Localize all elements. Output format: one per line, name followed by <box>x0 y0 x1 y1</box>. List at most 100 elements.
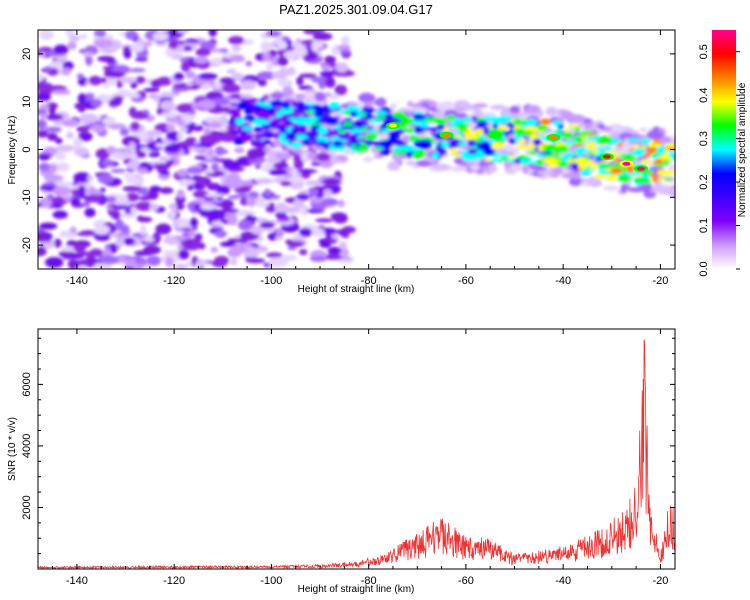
spectrogram-x-tick-label: -120 <box>163 275 185 287</box>
heatmap-cell <box>291 101 301 106</box>
heatmap-cell <box>597 163 612 169</box>
heatmap-cell <box>341 35 350 46</box>
heatmap-cell <box>266 252 283 258</box>
heatmap-cell <box>240 180 254 187</box>
heatmap-cell <box>361 109 372 113</box>
heatmap-cell <box>101 159 114 167</box>
heatmap-cell <box>627 137 640 142</box>
heatmap-cell <box>172 220 179 228</box>
heatmap-cell <box>655 181 662 189</box>
heatmap-cell <box>311 40 320 52</box>
heatmap-cell <box>245 258 266 264</box>
heatmap-cell <box>219 199 234 210</box>
heatmap-cell <box>66 131 74 139</box>
heatmap-cell <box>255 101 267 106</box>
heatmap-hotspot <box>388 123 397 128</box>
heatmap-cell <box>610 167 623 174</box>
heatmap-cell <box>146 255 162 266</box>
heatmap-cell <box>242 126 253 131</box>
heatmap-cell <box>617 142 623 147</box>
heatmap-cell <box>665 177 671 182</box>
heatmap-cell <box>193 56 209 64</box>
heatmap-cell <box>38 202 43 208</box>
heatmap-cell <box>128 141 136 152</box>
spectrogram-x-tick-label: -40 <box>555 275 571 287</box>
heatmap-cell <box>120 224 130 235</box>
heatmap-cell <box>268 168 288 176</box>
heatmap-cell <box>183 45 193 52</box>
heatmap-cell <box>571 140 578 144</box>
heatmap-cell <box>93 224 110 235</box>
heatmap-cell <box>137 216 153 223</box>
heatmap-cell <box>406 151 413 158</box>
heatmap-cell <box>605 145 613 151</box>
heatmap-cell <box>554 120 560 126</box>
heatmap-cell <box>239 239 248 244</box>
heatmap-cell <box>597 123 606 129</box>
heatmap-cell <box>84 207 96 218</box>
heatmap-cell <box>590 164 599 170</box>
colorbar-tick-label: 0.5 <box>698 44 710 59</box>
heatmap-cell <box>431 152 440 159</box>
heatmap-cell <box>55 181 73 187</box>
heatmap-cell <box>270 92 285 100</box>
heatmap-cell <box>284 134 293 141</box>
heatmap-cell <box>487 138 496 144</box>
heatmap-cell <box>534 124 548 131</box>
colorbar-tick-label: 0.2 <box>698 174 710 189</box>
heatmap-cell <box>174 263 187 269</box>
heatmap-cell <box>52 210 68 219</box>
heatmap-cell <box>533 138 542 147</box>
heatmap-cell <box>647 142 661 148</box>
heatmap-cell <box>186 166 204 174</box>
heatmap-cell <box>407 101 414 107</box>
heatmap-cell <box>252 118 266 126</box>
heatmap-cell <box>69 226 77 234</box>
heatmap-cell <box>264 188 271 198</box>
heatmap-cell <box>403 127 416 133</box>
heatmap-cell <box>143 245 162 255</box>
heatmap-cell <box>49 61 64 67</box>
heatmap-cell <box>232 243 246 255</box>
heatmap-cell <box>90 98 103 108</box>
heatmap-cell <box>306 116 319 123</box>
heatmap-cell <box>219 77 236 85</box>
spectrogram-y-tick-label: -20 <box>21 237 33 253</box>
heatmap-cell <box>257 79 267 87</box>
heatmap-cell <box>617 175 632 183</box>
heatmap-cell <box>290 123 300 127</box>
heatmap-hotspot <box>491 133 500 138</box>
heatmap-hotspot <box>622 161 631 166</box>
heatmap-cell <box>472 103 489 108</box>
heatmap-cell <box>659 186 672 195</box>
heatmap-cell <box>314 110 324 118</box>
heatmap-cell <box>38 73 44 82</box>
heatmap-cell <box>38 92 51 102</box>
heatmap-cell <box>400 149 407 155</box>
heatmap-cell <box>289 141 302 149</box>
heatmap-cell <box>196 179 208 185</box>
heatmap-cell <box>553 131 562 135</box>
heatmap-cell <box>239 80 256 91</box>
heatmap-cell <box>84 194 104 203</box>
heatmap-cell <box>134 57 148 62</box>
heatmap-cell <box>42 240 55 248</box>
heatmap-cell <box>61 118 80 127</box>
heatmap-cell <box>79 113 98 124</box>
heatmap-cell <box>44 257 64 268</box>
heatmap-cell <box>268 121 279 129</box>
heatmap-cell <box>247 148 266 159</box>
heatmap-cell <box>188 147 208 152</box>
heatmap-cell <box>363 156 373 163</box>
heatmap-cell <box>319 240 332 248</box>
heatmap-cell <box>214 230 227 238</box>
snr-frame <box>37 328 676 570</box>
heatmap-cell <box>199 41 216 51</box>
heatmap-cell <box>207 182 221 191</box>
heatmap-cell <box>39 30 54 40</box>
heatmap-cell <box>311 104 323 111</box>
heatmap-cell <box>211 220 222 226</box>
heatmap-cell <box>217 148 229 155</box>
heatmap-cell <box>84 93 95 99</box>
heatmap-cell <box>592 136 599 142</box>
